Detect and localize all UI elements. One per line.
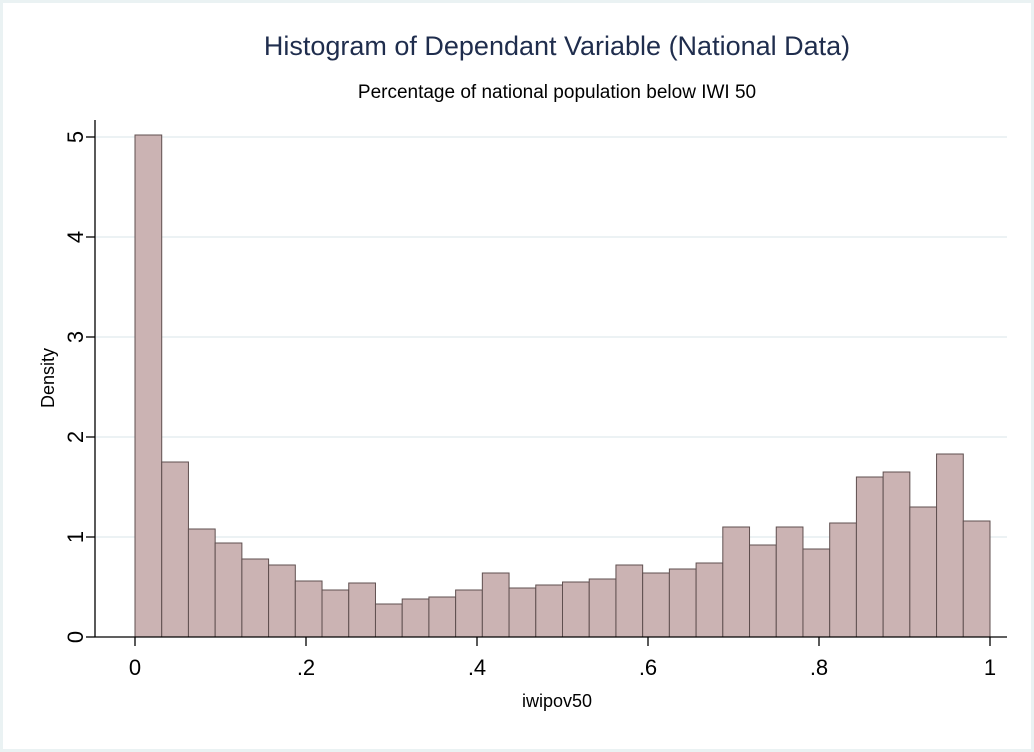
axes — [94, 120, 1007, 638]
histogram-bar — [588, 578, 617, 638]
histogram-bar — [455, 589, 483, 638]
histogram-bar — [668, 568, 697, 638]
x-tick-label: .6 — [639, 655, 657, 680]
y-tick-label: 2 — [63, 431, 88, 443]
histogram-bar — [722, 526, 751, 638]
histogram-bar — [962, 520, 991, 638]
histogram-bar — [642, 572, 670, 638]
histogram-bar — [535, 584, 564, 638]
histogram-bar — [294, 580, 323, 638]
histogram-bar — [214, 542, 243, 638]
histogram-bar — [802, 548, 831, 638]
histogram-bar — [909, 506, 938, 638]
x-ticks: 0 .2 .4 .6 .8 1 — [129, 637, 996, 680]
y-ticks: 0 1 2 3 4 5 — [63, 131, 95, 643]
y-tick-label: 1 — [63, 531, 88, 543]
histogram-bar — [695, 562, 724, 638]
histogram-bar — [321, 589, 350, 638]
histogram-bar — [134, 134, 163, 638]
histogram-bar — [481, 572, 510, 638]
histogram-bar — [829, 522, 857, 638]
histogram-bar — [401, 598, 430, 638]
y-tick-label: 3 — [63, 331, 88, 343]
histogram-bar — [775, 526, 804, 638]
y-tick-label: 4 — [63, 231, 88, 243]
histogram-bar — [374, 603, 403, 638]
histogram-bar — [268, 564, 296, 638]
histogram-bar — [882, 471, 911, 638]
x-tick-label: .8 — [810, 655, 828, 680]
x-tick-label: 0 — [129, 655, 141, 680]
chart-title: Histogram of Dependant Variable (Nationa… — [264, 31, 850, 61]
x-tick-label: .2 — [297, 655, 315, 680]
histogram-bar — [615, 564, 644, 638]
y-axis-label: Density — [38, 348, 58, 408]
histogram-bar — [855, 476, 884, 638]
histogram-bar — [187, 528, 216, 638]
x-tick-label: .4 — [468, 655, 486, 680]
y-tick-label: 5 — [63, 131, 88, 143]
histogram-bar — [161, 461, 189, 638]
histogram-bar — [936, 453, 964, 638]
histogram-bar — [749, 544, 777, 638]
histogram-bar — [562, 581, 590, 638]
histogram-bar — [428, 596, 457, 638]
histogram-bar — [348, 582, 376, 638]
chart-subtitle: Percentage of national population below … — [358, 82, 756, 103]
histogram-bar — [241, 558, 270, 638]
bars — [134, 134, 991, 638]
x-axis-label: iwipov50 — [522, 691, 592, 711]
y-tick-label: 0 — [63, 631, 88, 643]
histogram-bar — [508, 587, 537, 638]
x-tick-label: 1 — [984, 655, 996, 680]
